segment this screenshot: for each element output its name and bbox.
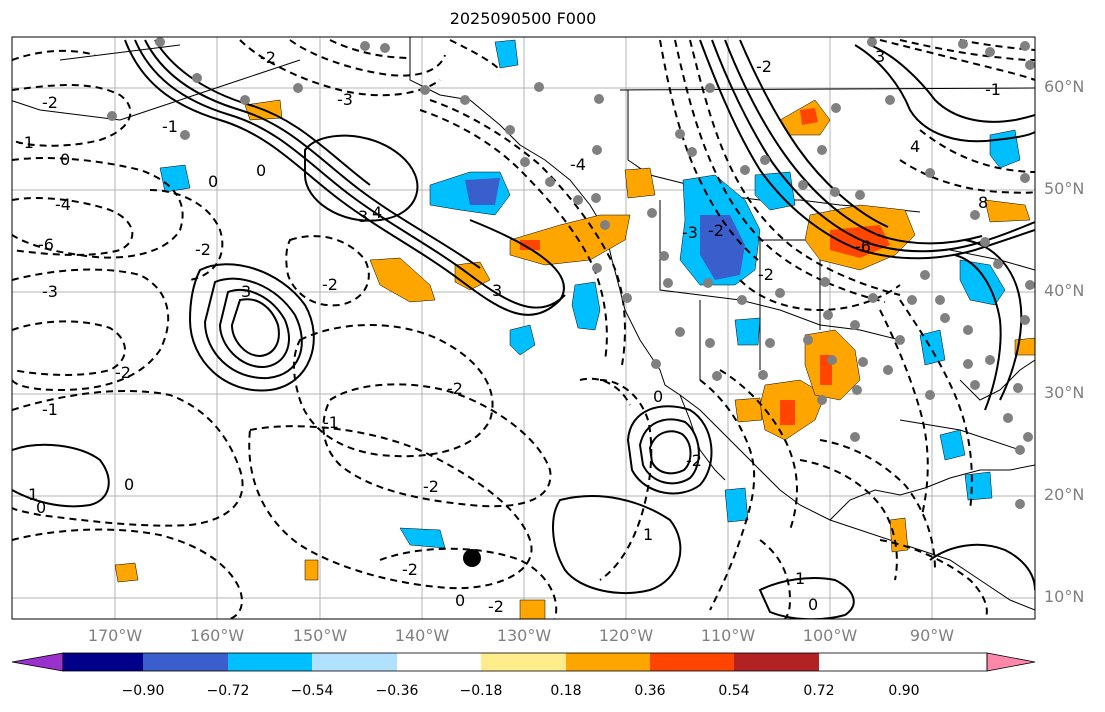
contour-label: -3 [42, 282, 58, 301]
contour-label: -2 [42, 93, 58, 112]
lon-label-150w: 150°W [292, 626, 348, 645]
lat-label-30n: 30°N [1044, 383, 1085, 402]
lat-label-20n: 20°N [1044, 485, 1085, 504]
lon-label-100w: 100°W [802, 626, 858, 645]
lon-label-140w: 140°W [394, 626, 450, 645]
colorbar-segment [566, 653, 650, 671]
lon-label-110w: 110°W [700, 626, 756, 645]
colorbar [11, 652, 1036, 672]
contour-label: -4 [570, 155, 586, 174]
contour-label: 3 [358, 207, 368, 226]
contour-label: 3 [492, 281, 502, 300]
colorbar-tick: 0.18 [550, 683, 582, 699]
contour-label: -2 [488, 597, 504, 616]
lon-label-130w: 130°W [496, 626, 552, 645]
contour-label: -1 [162, 117, 178, 136]
colorbar-extend-left [11, 652, 64, 672]
colorbar-tick: 0.90 [888, 683, 920, 699]
colorbar-extend-right [986, 652, 1036, 672]
contour-label: -6 [38, 235, 54, 254]
colorbar-segment [143, 653, 228, 671]
colorbar-segment [63, 653, 143, 671]
dashed-contours [12, 39, 1035, 619]
lon-label-170w: 170°W [87, 626, 143, 645]
lon-label-120w: 120°W [598, 626, 654, 645]
colorbar-segment [650, 653, 734, 671]
contour-label: -2 [423, 477, 439, 496]
colorbar-segment [734, 653, 819, 671]
lon-label-90w: 90°W [909, 626, 955, 645]
contour-label: -3 [682, 223, 698, 242]
map-title: 2025090500 F000 [449, 9, 597, 28]
contour-label: -2 [756, 57, 772, 76]
colorbar-segment [481, 653, 566, 671]
colorbar-tick: −0.72 [206, 683, 250, 699]
contour-labels: -2 -2 -1 0 -1 0 -4 -6 -3 -2 -2 -1 1 0 0 … [18, 47, 1001, 616]
station-markers [107, 37, 1035, 509]
contour-label: 0 [36, 498, 46, 517]
lon-label-160w: 160°W [189, 626, 245, 645]
contour-label: -1 [18, 133, 34, 152]
contour-label: -6 [855, 237, 871, 256]
contour-label: -2 [758, 265, 774, 284]
contour-label: 1 [795, 569, 805, 588]
colorbar-tick: −0.54 [290, 683, 334, 699]
contour-label: 0 [256, 161, 266, 180]
contour-label: 1 [28, 485, 38, 504]
colorbar-tick: 0.36 [634, 683, 666, 699]
contour-label: 0 [808, 595, 818, 614]
contour-label: -2 [686, 451, 702, 470]
contour-label: 0 [455, 591, 465, 610]
contour-label: -2 [322, 275, 338, 294]
contour-label: -1 [323, 413, 339, 432]
lat-label-40n: 40°N [1044, 281, 1085, 300]
contour-label: 3 [241, 282, 251, 301]
contour-label: 4 [910, 137, 920, 156]
lat-label-10n: 10°N [1044, 587, 1085, 606]
colorbar-tick: −0.36 [375, 683, 419, 699]
contour-label: -2 [115, 363, 131, 382]
contour-label: -2 [447, 379, 463, 398]
contour-label: 8 [978, 193, 988, 212]
contour-label: -1 [42, 400, 58, 419]
contour-label: 0 [60, 150, 70, 169]
colorbar-tick: −0.90 [121, 683, 165, 699]
current-position-marker [463, 549, 481, 567]
contour-label: 0 [124, 475, 134, 494]
colorbar-tick: 0.54 [718, 683, 750, 699]
lat-label-60n: 60°N [1044, 77, 1085, 96]
colorbar-tick: 0.72 [803, 683, 835, 699]
contour-label: -2 [708, 221, 724, 240]
colorbar-segment [397, 653, 481, 671]
contour-label: 0 [653, 387, 663, 406]
contour-label: -2 [402, 560, 418, 579]
colorbar-segment [312, 653, 397, 671]
contour-label: 3 [875, 47, 885, 66]
map-frame [11, 36, 1036, 620]
contour-label: -3 [337, 90, 353, 109]
colorbar-tick: −0.18 [459, 683, 503, 699]
colorbar-segment [228, 653, 312, 671]
contour-label: -2 [260, 48, 276, 67]
contour-label: 1 [643, 525, 653, 544]
contour-label: -2 [195, 240, 211, 259]
contour-label: 0 [208, 172, 218, 191]
lat-label-50n: 50°N [1044, 179, 1085, 198]
contour-label: 4 [372, 203, 382, 222]
contour-label: -1 [985, 80, 1001, 99]
contour-label: -4 [55, 195, 71, 214]
